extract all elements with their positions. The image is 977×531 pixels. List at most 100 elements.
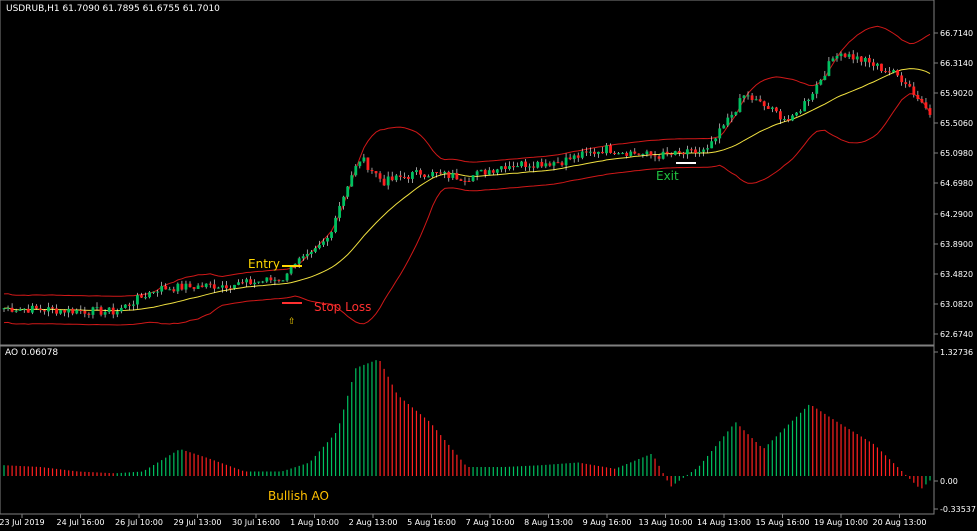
lower-band-line [3,93,931,326]
candle [491,168,495,176]
candle [504,162,507,173]
candle [807,98,811,106]
candle [532,161,536,173]
candle [330,231,333,241]
candle [204,283,208,289]
price-axis-label: 63.4820 [940,270,973,279]
time-axis-label: 20 Aug 13:00 [873,518,927,527]
candle [245,277,249,288]
candle [552,160,556,171]
candle [18,307,22,311]
candle [87,312,91,318]
candle [892,68,896,74]
candle [863,56,867,67]
candle [483,168,487,178]
candle [358,161,362,169]
candle [851,50,855,64]
candle [576,152,580,162]
candle [661,148,665,160]
candle [839,51,843,61]
candle [588,147,592,156]
candle [362,153,366,164]
candle [649,151,653,159]
candle [512,161,515,171]
entry-marker: Entry [248,257,302,271]
price-axis-label: 66.7140 [940,29,973,38]
candle [156,289,160,297]
candle [629,149,633,157]
candle [479,169,483,172]
candle [419,168,422,178]
candle [261,280,265,284]
candle [14,308,18,313]
candle [698,147,701,157]
candle [548,161,552,167]
candle [677,147,681,157]
stop-loss-marker: Stop Loss ⇧ [282,300,371,327]
candle [823,70,827,81]
time-axis-label: 13 Aug 10:00 [639,518,693,527]
candle [289,265,293,276]
candle [835,53,839,62]
time-axis-label: 15 Aug 16:00 [756,518,810,527]
candle [269,274,273,284]
candle [443,170,447,179]
candle [47,302,50,317]
candle [322,238,325,248]
candle [896,69,900,77]
candle [176,282,180,295]
candle [520,160,523,168]
candle [750,93,754,103]
candle [313,245,317,254]
time-axis-label: 30 Jul 16:00 [232,518,280,527]
candle [350,171,354,187]
candle [394,173,398,183]
candle [633,148,637,155]
ao-indicator-panel[interactable]: AO 0.06078 Bullish AO 1.32736 0.00 -0.33… [0,345,976,515]
candle [774,106,778,113]
candle [229,285,232,293]
candle [791,113,794,122]
candle [67,305,71,318]
candle [584,147,588,157]
candle [273,277,277,286]
stop-loss-label: Stop Loss [314,300,371,314]
candle [71,307,75,316]
candle [900,72,904,86]
candle [811,92,815,102]
candle [148,290,151,299]
candle [107,307,111,314]
main-price-panel[interactable]: USDRUB,H1 61.7090 61.7895 61.6755 61.701… [0,0,973,346]
time-axis-label: 23 Jul 2019 [0,518,45,527]
candle [847,51,851,59]
candle [516,162,519,168]
candle [803,98,807,112]
candle [843,52,847,58]
price-axis-label: 66.3140 [940,59,973,68]
candle [366,157,370,173]
candle [447,170,451,182]
ao-panel-border [0,345,935,515]
candle [613,151,616,155]
candle [427,174,430,178]
candle [342,195,346,210]
candle [374,170,378,178]
candle [685,145,689,159]
candle [208,281,212,288]
candle [423,174,426,180]
candle [257,281,261,284]
candle [556,157,560,164]
candle [95,302,99,311]
candle [26,304,30,313]
price-axis-label: 63.0820 [940,300,973,309]
candle [386,171,390,190]
candle [762,100,766,111]
candle [495,168,499,176]
time-axis-label: 14 Aug 13:00 [697,518,751,527]
price-axis-label: 65.5060 [940,119,973,128]
candle [609,143,612,154]
candle [783,116,786,123]
candle [928,104,932,118]
candle [471,175,475,183]
